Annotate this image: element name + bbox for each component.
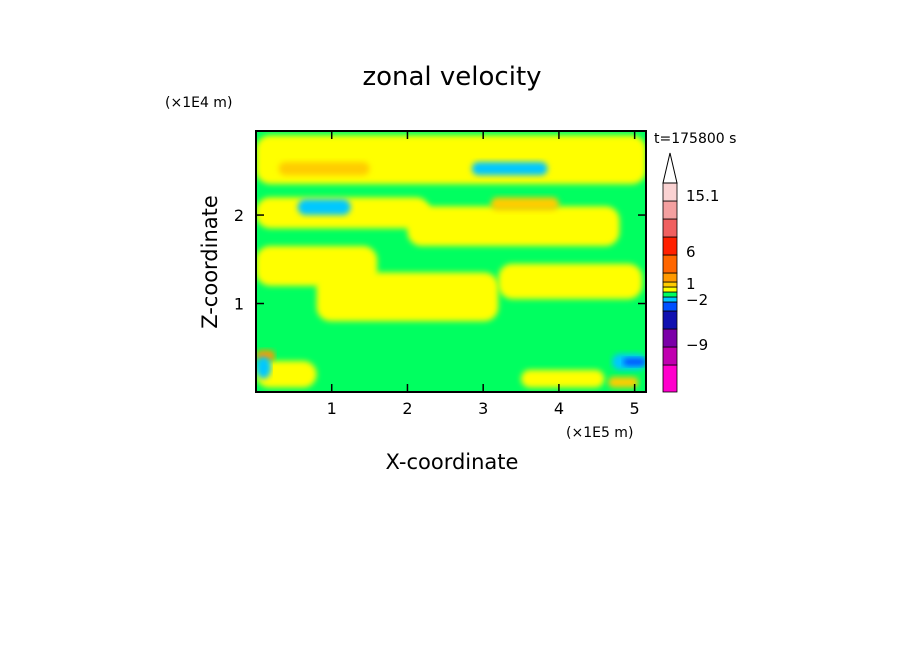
- x-tick-label: 2: [402, 399, 412, 418]
- colorbar-swatch: [662, 272, 678, 283]
- velocity-region: [256, 135, 646, 185]
- colorbar-swatch: [662, 281, 678, 288]
- colorbar-swatch: [662, 182, 678, 202]
- colorbar-labels: 15.1 6 1−2 −9: [686, 187, 719, 354]
- colorbar-tick-label: −9: [686, 336, 708, 354]
- x-tick-label: 4: [554, 399, 564, 418]
- x-tick-label: 1: [327, 399, 337, 418]
- time-label: t=175800 s: [654, 131, 736, 147]
- colorbar-tick-label: 6: [686, 243, 696, 261]
- velocity-region: [521, 369, 605, 388]
- y-axis-ticks: 12: [234, 206, 646, 314]
- velocity-field: [256, 131, 646, 392]
- colorbar-tick-label: −2: [686, 291, 708, 309]
- velocity-region: [297, 199, 351, 216]
- velocity-region: [498, 263, 643, 300]
- velocity-region: [623, 358, 646, 366]
- colorbar-swatch: [662, 346, 678, 366]
- y-axis-unit: (×1E4 m): [165, 95, 232, 111]
- colorbar-swatch: [662, 328, 678, 348]
- colorbar-swatch: [662, 291, 678, 298]
- colorbar: [662, 152, 678, 393]
- colorbar-swatch: [662, 310, 678, 330]
- colorbar-swatch: [662, 200, 678, 220]
- y-axis-label: Z-coordinate: [198, 195, 222, 329]
- velocity-region: [407, 206, 620, 247]
- velocity-region: [316, 272, 499, 322]
- colorbar-swatch: [662, 286, 678, 293]
- x-axis-unit: (×1E5 m): [566, 425, 633, 441]
- colorbar-arrow: [662, 152, 678, 184]
- x-tick-label: 3: [478, 399, 488, 418]
- colorbar-tick-label: 1: [686, 275, 696, 293]
- colorbar-swatch: [662, 218, 678, 238]
- velocity-region: [278, 161, 370, 176]
- colorbar-swatch: [662, 296, 678, 303]
- x-tick-label: 5: [630, 399, 640, 418]
- y-tick-label: 1: [234, 295, 244, 314]
- chart-title: zonal velocity: [362, 62, 541, 92]
- velocity-region: [490, 197, 559, 211]
- velocity-region: [608, 376, 639, 388]
- colorbar-swatch: [662, 236, 678, 256]
- velocity-region: [256, 356, 272, 379]
- x-axis-ticks: 1 2 3 4 5: [327, 131, 640, 418]
- colorbar-swatch: [662, 301, 678, 312]
- colorbar-tick-label: 15.1: [686, 187, 719, 205]
- plot-frame: [255, 130, 647, 393]
- colorbar-swatch: [662, 254, 678, 274]
- velocity-region: [471, 161, 548, 176]
- x-axis-label: X-coordinate: [386, 450, 519, 474]
- y-tick-label: 2: [234, 206, 244, 225]
- colorbar-swatch: [662, 364, 678, 393]
